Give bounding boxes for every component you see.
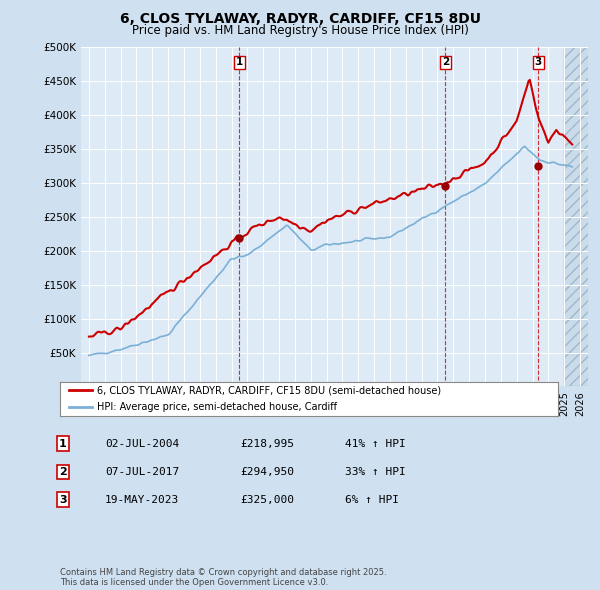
Text: 33% ↑ HPI: 33% ↑ HPI bbox=[345, 467, 406, 477]
Bar bbox=[564, 47, 596, 386]
Text: £325,000: £325,000 bbox=[240, 495, 294, 504]
Text: 3: 3 bbox=[535, 57, 542, 67]
Text: Price paid vs. HM Land Registry's House Price Index (HPI): Price paid vs. HM Land Registry's House … bbox=[131, 24, 469, 37]
Text: 02-JUL-2004: 02-JUL-2004 bbox=[105, 439, 179, 448]
Text: 1: 1 bbox=[59, 439, 67, 448]
Text: £294,950: £294,950 bbox=[240, 467, 294, 477]
Text: 2: 2 bbox=[59, 467, 67, 477]
Text: 3: 3 bbox=[59, 495, 67, 504]
Text: 6% ↑ HPI: 6% ↑ HPI bbox=[345, 495, 399, 504]
Text: 41% ↑ HPI: 41% ↑ HPI bbox=[345, 439, 406, 448]
Text: 1: 1 bbox=[236, 57, 243, 67]
Text: 6, CLOS TYLAWAY, RADYR, CARDIFF, CF15 8DU: 6, CLOS TYLAWAY, RADYR, CARDIFF, CF15 8D… bbox=[119, 12, 481, 27]
Text: Contains HM Land Registry data © Crown copyright and database right 2025.
This d: Contains HM Land Registry data © Crown c… bbox=[60, 568, 386, 587]
Text: 07-JUL-2017: 07-JUL-2017 bbox=[105, 467, 179, 477]
Text: HPI: Average price, semi-detached house, Cardiff: HPI: Average price, semi-detached house,… bbox=[97, 402, 337, 412]
Bar bbox=[564, 47, 596, 386]
Text: 2: 2 bbox=[442, 57, 449, 67]
Text: £218,995: £218,995 bbox=[240, 439, 294, 448]
Text: 6, CLOS TYLAWAY, RADYR, CARDIFF, CF15 8DU (semi-detached house): 6, CLOS TYLAWAY, RADYR, CARDIFF, CF15 8D… bbox=[97, 385, 442, 395]
Text: 19-MAY-2023: 19-MAY-2023 bbox=[105, 495, 179, 504]
